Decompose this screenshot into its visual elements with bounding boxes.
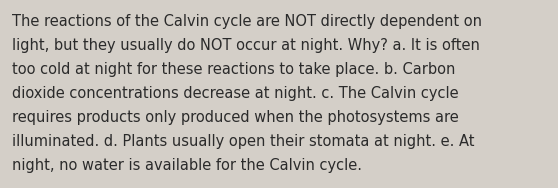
Text: too cold at night for these reactions to take place. b. Carbon: too cold at night for these reactions to… [12,62,455,77]
Text: dioxide concentrations decrease at night. c. The Calvin cycle: dioxide concentrations decrease at night… [12,86,459,101]
Text: The reactions of the Calvin cycle are NOT directly dependent on: The reactions of the Calvin cycle are NO… [12,14,482,29]
Text: night, no water is available for the Calvin cycle.: night, no water is available for the Cal… [12,158,362,173]
Text: requires products only produced when the photosystems are: requires products only produced when the… [12,110,459,125]
Text: illuminated. d. Plants usually open their stomata at night. e. At: illuminated. d. Plants usually open thei… [12,134,474,149]
Text: light, but they usually do NOT occur at night. Why? a. It is often: light, but they usually do NOT occur at … [12,38,480,53]
